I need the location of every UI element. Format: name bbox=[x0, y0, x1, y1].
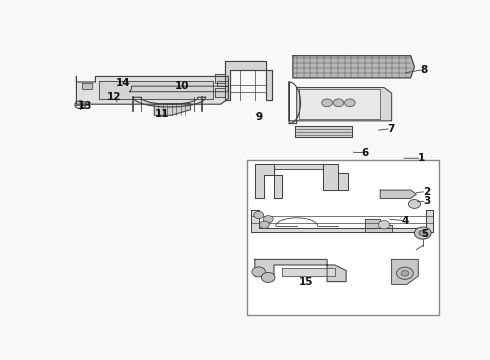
Circle shape bbox=[254, 211, 264, 219]
Polygon shape bbox=[224, 61, 272, 100]
Text: 14: 14 bbox=[116, 77, 130, 87]
Polygon shape bbox=[365, 219, 392, 232]
Polygon shape bbox=[154, 104, 190, 115]
Polygon shape bbox=[251, 210, 433, 232]
Circle shape bbox=[419, 230, 427, 236]
Polygon shape bbox=[76, 76, 228, 104]
Text: 11: 11 bbox=[155, 109, 169, 119]
Polygon shape bbox=[255, 164, 281, 198]
Circle shape bbox=[252, 267, 266, 277]
Circle shape bbox=[260, 221, 270, 228]
Polygon shape bbox=[274, 164, 323, 169]
Text: 1: 1 bbox=[417, 153, 425, 163]
Polygon shape bbox=[323, 164, 348, 190]
Text: 2: 2 bbox=[423, 186, 430, 197]
Text: 8: 8 bbox=[420, 64, 428, 75]
Text: 5: 5 bbox=[421, 229, 429, 239]
Polygon shape bbox=[289, 82, 392, 123]
Polygon shape bbox=[129, 86, 228, 92]
Circle shape bbox=[415, 227, 431, 239]
Circle shape bbox=[263, 216, 273, 223]
Circle shape bbox=[344, 99, 355, 107]
Circle shape bbox=[408, 199, 420, 208]
Polygon shape bbox=[217, 81, 228, 86]
Text: 15: 15 bbox=[298, 277, 313, 287]
Circle shape bbox=[322, 99, 332, 107]
Text: 10: 10 bbox=[175, 81, 189, 91]
Polygon shape bbox=[255, 260, 346, 282]
Polygon shape bbox=[215, 87, 224, 97]
Polygon shape bbox=[380, 190, 416, 198]
Text: 12: 12 bbox=[106, 92, 121, 102]
Circle shape bbox=[396, 267, 413, 279]
Polygon shape bbox=[82, 84, 92, 89]
Polygon shape bbox=[215, 74, 224, 84]
Text: 7: 7 bbox=[387, 123, 394, 134]
Polygon shape bbox=[295, 126, 352, 138]
Circle shape bbox=[261, 273, 275, 283]
Polygon shape bbox=[133, 97, 206, 107]
Polygon shape bbox=[281, 268, 335, 276]
Polygon shape bbox=[298, 89, 380, 120]
Polygon shape bbox=[99, 81, 213, 99]
Polygon shape bbox=[293, 56, 415, 78]
Bar bbox=[247, 159, 439, 315]
Circle shape bbox=[333, 99, 344, 107]
Polygon shape bbox=[392, 260, 418, 284]
Text: 13: 13 bbox=[77, 100, 92, 111]
Text: 9: 9 bbox=[255, 112, 262, 122]
Text: 6: 6 bbox=[362, 148, 368, 158]
Text: 3: 3 bbox=[423, 196, 430, 206]
Text: 4: 4 bbox=[401, 216, 409, 226]
Circle shape bbox=[401, 270, 409, 276]
Circle shape bbox=[378, 221, 390, 229]
